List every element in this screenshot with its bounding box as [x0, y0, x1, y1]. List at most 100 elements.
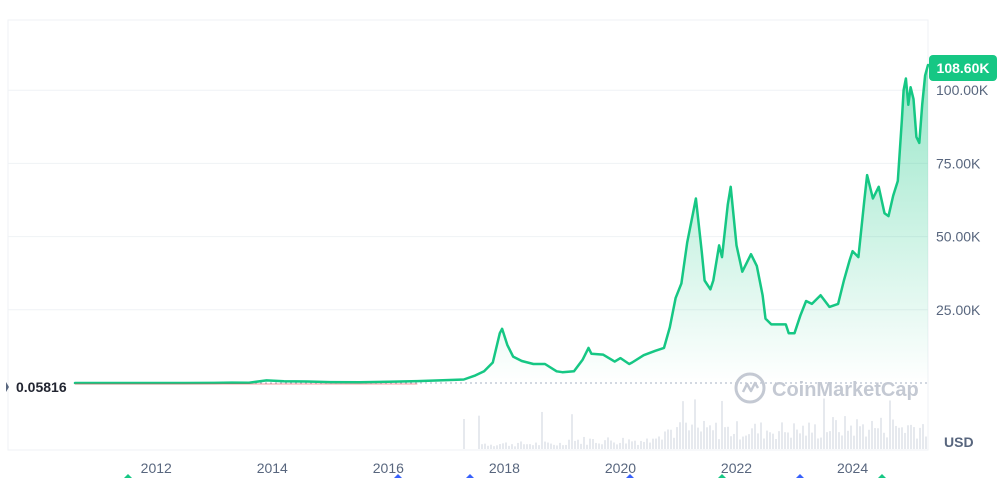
watermark-text: CoinMarketCap — [772, 379, 919, 401]
volume-bar — [733, 433, 735, 449]
volume-bar — [850, 425, 852, 449]
volume-bar — [580, 443, 582, 449]
volume-bar — [826, 432, 828, 449]
volume-bar — [523, 444, 525, 449]
volume-bar — [880, 417, 882, 449]
volume-bar — [685, 422, 687, 449]
volume-bar — [493, 446, 495, 449]
event-marker-icon[interactable] — [795, 474, 805, 478]
volume-bar — [601, 444, 603, 449]
volume-bar — [643, 441, 645, 449]
volume-bar — [694, 399, 696, 449]
volume-bar — [742, 436, 744, 449]
volume-bar — [751, 428, 753, 449]
volume-bar — [667, 429, 669, 449]
event-marker-icon[interactable] — [465, 474, 475, 478]
volume-bar — [634, 440, 636, 449]
volume-bar — [877, 428, 879, 449]
volume-bar — [544, 441, 546, 449]
volume-bar — [820, 437, 822, 449]
current-price-tag: 108.60K — [929, 55, 997, 81]
volume-bar — [817, 438, 819, 449]
volume-bar — [724, 427, 726, 449]
volume-bar — [862, 424, 864, 449]
volume-bar — [463, 419, 465, 449]
volume-bar — [790, 437, 792, 449]
volume-bar — [592, 439, 594, 449]
volume-bar — [814, 424, 816, 449]
x-tick-label: 2012 — [141, 460, 172, 476]
volume-bar — [670, 429, 672, 449]
volume-bar — [757, 433, 759, 449]
volume-bar — [640, 440, 642, 449]
volume-bar — [652, 438, 654, 449]
price-area — [75, 65, 928, 383]
volume-bar — [517, 442, 519, 449]
volume-bar — [613, 442, 615, 449]
volume-bar — [703, 420, 705, 449]
volume-bar — [511, 444, 513, 449]
volume-bar — [700, 431, 702, 449]
volume-bar — [904, 432, 906, 449]
volume-bar — [730, 436, 732, 449]
volume-bar — [793, 423, 795, 449]
volume-bar — [886, 437, 888, 449]
event-marker-icon[interactable] — [123, 474, 133, 478]
volume-bar — [775, 439, 777, 449]
volume-bar — [853, 435, 855, 449]
volume-bar — [586, 444, 588, 449]
event-marker-icon[interactable] — [393, 474, 403, 478]
volume-bar — [883, 432, 885, 449]
volume-bar — [907, 425, 909, 449]
volume-bar — [829, 431, 831, 449]
event-markers — [123, 474, 887, 478]
volume-bar — [673, 437, 675, 449]
volume-bar — [811, 432, 813, 449]
volume-bar — [484, 443, 486, 449]
volume-bar — [871, 420, 873, 449]
y-tick-label: 50.00K — [936, 229, 981, 245]
volume-bar — [505, 442, 507, 449]
event-marker-icon[interactable] — [717, 474, 727, 478]
volume-bar — [637, 444, 639, 449]
volume-bar — [805, 435, 807, 449]
event-marker-icon[interactable] — [625, 474, 635, 478]
volume-bar — [490, 444, 492, 449]
volume-bar — [823, 398, 825, 449]
volume-bar — [709, 425, 711, 449]
volume-bar — [478, 415, 480, 449]
volume-bar — [535, 442, 537, 449]
volume-bar — [697, 427, 699, 449]
volume-bar — [892, 419, 894, 449]
volume-bar — [520, 441, 522, 449]
volume-bar — [550, 443, 552, 449]
volume-bar — [514, 446, 516, 449]
volume-bar — [655, 438, 657, 449]
volume-bar — [625, 443, 627, 449]
volume-bar — [766, 430, 768, 449]
volume-bar — [874, 428, 876, 449]
volume-bar — [838, 432, 840, 449]
y-tick-label: 25.00K — [936, 302, 981, 318]
volume-bar — [538, 445, 540, 449]
volume-bar — [574, 440, 576, 449]
volume-bar — [607, 437, 609, 449]
volume-bar — [664, 431, 666, 449]
x-tick-label: 2022 — [721, 460, 752, 476]
current-price-label: 108.60K — [937, 60, 990, 76]
watermark: CoinMarketCap — [734, 372, 919, 404]
volume-bar — [676, 427, 678, 449]
volume-bar — [598, 443, 600, 449]
volume-bar — [691, 424, 693, 449]
volume-bar — [916, 438, 918, 449]
volume-bar — [835, 420, 837, 449]
volume-bar — [922, 424, 924, 449]
volume-bar — [712, 430, 714, 449]
baseline-label: 0.05816 — [16, 379, 67, 395]
volume-bar — [772, 433, 774, 449]
volume-bar — [604, 440, 606, 449]
event-marker-icon[interactable] — [877, 474, 887, 478]
volume-bar — [808, 422, 810, 449]
x-tick-label: 2014 — [257, 460, 288, 476]
